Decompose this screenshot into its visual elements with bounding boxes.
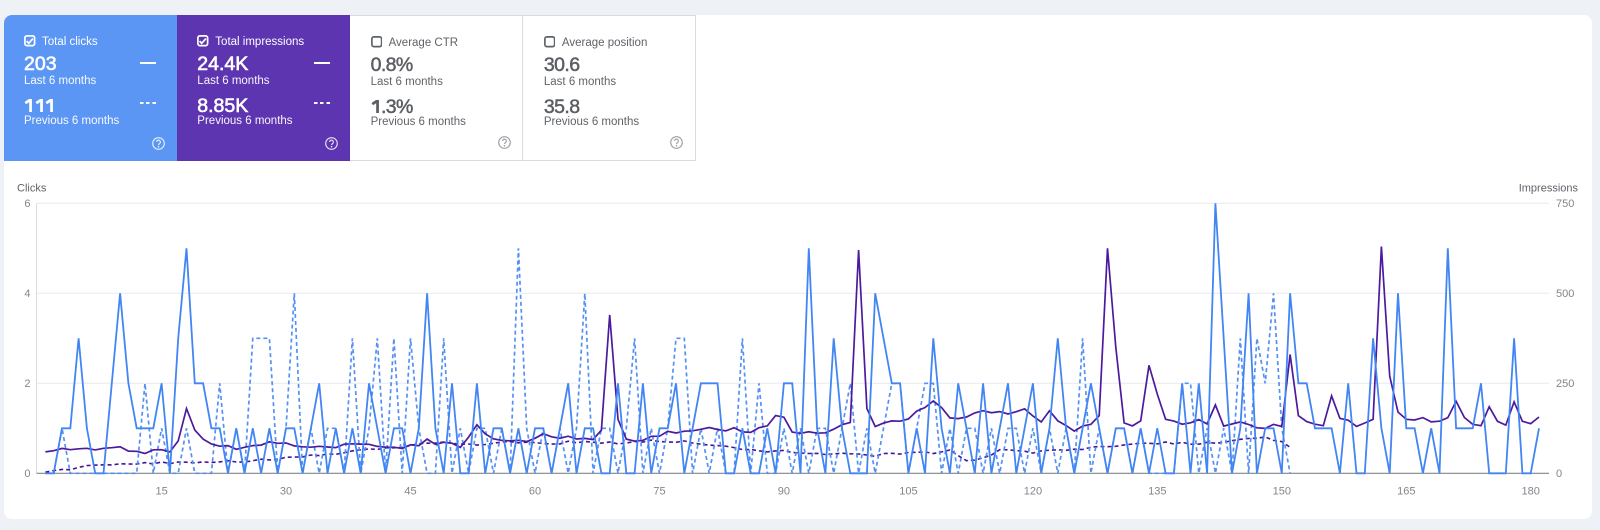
svg-text:0: 0 bbox=[24, 468, 30, 480]
svg-text:250: 250 bbox=[1556, 378, 1574, 390]
svg-text:135: 135 bbox=[1148, 486, 1166, 498]
svg-text:6: 6 bbox=[24, 198, 30, 210]
svg-text:45: 45 bbox=[404, 486, 416, 498]
svg-text:Clicks: Clicks bbox=[17, 183, 47, 195]
svg-text:30: 30 bbox=[280, 486, 292, 498]
svg-text:15: 15 bbox=[155, 486, 167, 498]
svg-text:165: 165 bbox=[1397, 486, 1415, 498]
svg-text:90: 90 bbox=[778, 486, 790, 498]
svg-text:180: 180 bbox=[1522, 486, 1540, 498]
svg-text:2: 2 bbox=[24, 378, 30, 390]
svg-text:0: 0 bbox=[1556, 468, 1562, 480]
svg-text:150: 150 bbox=[1273, 486, 1291, 498]
svg-text:105: 105 bbox=[899, 486, 917, 498]
svg-text:4: 4 bbox=[24, 288, 30, 300]
svg-text:75: 75 bbox=[653, 486, 665, 498]
svg-text:Impressions: Impressions bbox=[1519, 183, 1579, 195]
svg-text:500: 500 bbox=[1556, 288, 1574, 300]
svg-text:60: 60 bbox=[529, 486, 541, 498]
svg-text:120: 120 bbox=[1024, 486, 1042, 498]
svg-text:750: 750 bbox=[1556, 198, 1574, 210]
